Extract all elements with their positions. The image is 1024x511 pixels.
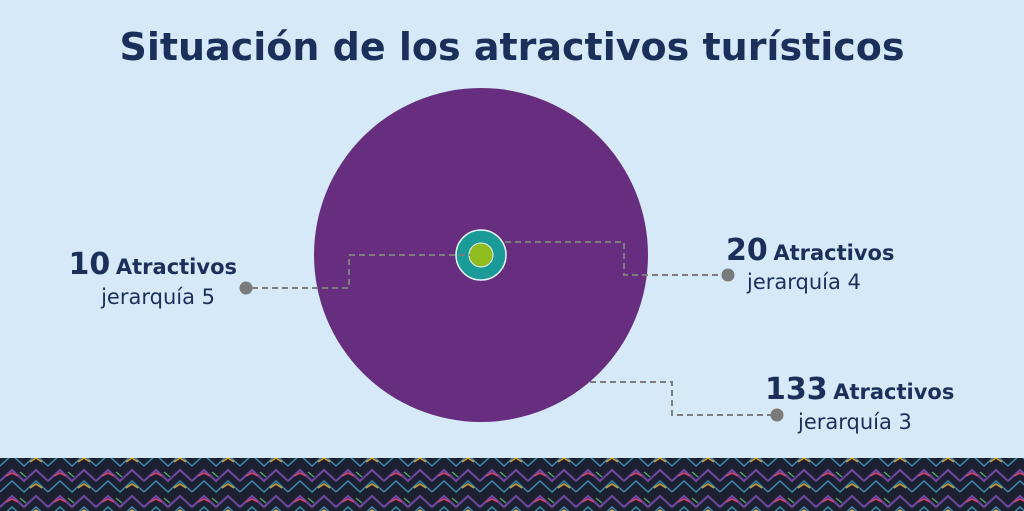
dot [721, 268, 735, 282]
dot [770, 408, 784, 422]
level: jerarquía 4 [746, 270, 861, 294]
unit: Atractivos [833, 380, 954, 404]
dot [239, 281, 253, 295]
level: jerarquía 5 [100, 285, 215, 309]
connector [590, 381, 771, 416]
unit: Atractivos [773, 241, 894, 265]
connector [505, 241, 722, 276]
count: 10 [69, 247, 111, 282]
connector [252, 254, 470, 289]
label: 133 Atractivos [765, 372, 954, 407]
unit: Atractivos [116, 255, 237, 279]
count: 133 [765, 372, 828, 407]
level: jerarquía 3 [797, 410, 912, 434]
label: 20 Atractivos [726, 233, 894, 268]
title: Situación de los atractivos turísticos [119, 25, 904, 69]
inner-circle [468, 242, 494, 268]
decorative-band [0, 458, 1024, 511]
label: 10 Atractivos [69, 247, 237, 282]
count: 20 [726, 233, 768, 268]
